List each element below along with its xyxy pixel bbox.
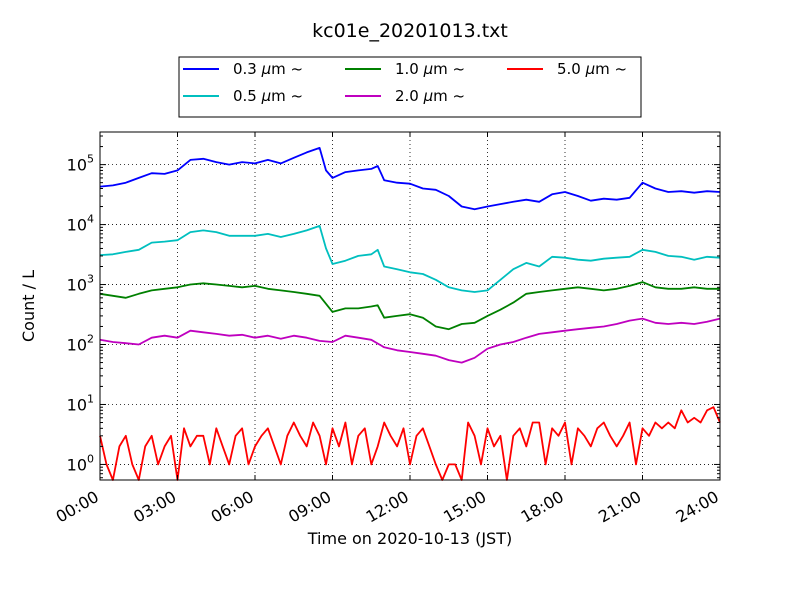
- series-1-0um-line: [99, 281, 720, 331]
- legend-label: 0.5 μm ~: [233, 87, 303, 105]
- x-axis-title: Time on 2020-10-13 (JST): [307, 529, 512, 548]
- grid: [100, 132, 720, 480]
- legend-label: 5.0 μm ~: [557, 60, 627, 78]
- y-tick-label: 103: [67, 273, 94, 295]
- legend-box: [178, 56, 642, 118]
- legend-label: 1.0 μm ~: [395, 60, 465, 78]
- legend-label: 2.0 μm ~: [395, 87, 465, 105]
- series-5-0um-line: [99, 406, 721, 481]
- y-tick-label: 102: [67, 333, 94, 355]
- legend-label: 0.3 μm ~: [233, 60, 303, 78]
- series-0-3um-line: [99, 146, 721, 211]
- series-0-5um-line: [99, 224, 721, 293]
- y-axis: 100 101 102 103 104 105: [67, 135, 720, 479]
- chart-title: kc01e_20201013.txt: [312, 20, 508, 42]
- y-tick-label: 101: [67, 392, 94, 414]
- y-tick-label: 104: [67, 213, 94, 235]
- y-tick-label: 105: [67, 153, 94, 175]
- series-2-0um-line: [99, 317, 721, 364]
- y-axis-title: Count / L: [19, 270, 38, 342]
- series-lines: [99, 146, 721, 481]
- legend: 0.3 μm ~ 0.5 μm ~ 1.0 μm ~ 2.0 μm ~ 5.0 μm ~: [178, 56, 642, 118]
- y-tick-label: 100: [67, 452, 94, 474]
- legend-entries: 0.3 μm ~ 0.5 μm ~ 1.0 μm ~ 2.0 μm ~ 5.0 μm ~: [183, 60, 627, 105]
